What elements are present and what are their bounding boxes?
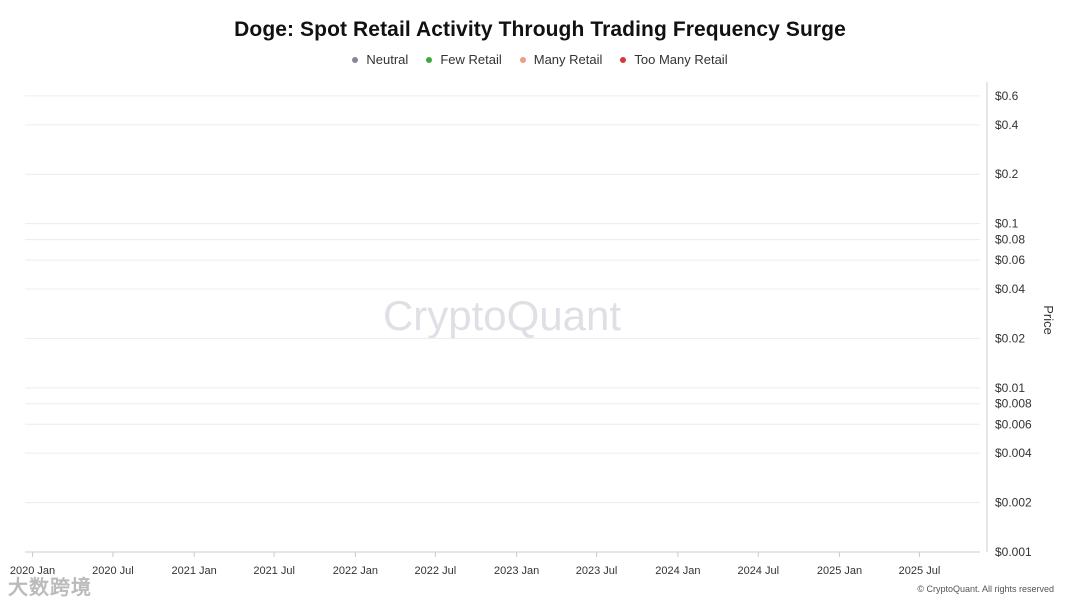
y-tick-label: $0.002 [995, 496, 1032, 510]
y-tick-label: $0.06 [995, 253, 1025, 267]
legend-label-many-retail: Many Retail [533, 52, 603, 67]
x-tick-label: 2021 Jan [172, 565, 217, 577]
y-tick-label: $0.1 [995, 217, 1019, 231]
y-tick-label: $0.008 [995, 397, 1032, 411]
x-tick-label: 2025 Jan [817, 565, 862, 577]
source-watermark: 大数跨境 [8, 577, 92, 599]
y-tick-label: $0.02 [995, 331, 1025, 345]
legend-dot-too-many-retail [620, 56, 627, 63]
y-axis-title: Price [1041, 305, 1056, 335]
x-tick-label: 2022 Jan [333, 565, 378, 577]
y-tick-label: $0.01 [995, 381, 1025, 395]
y-tick-label: $0.08 [995, 233, 1025, 247]
legend: Neutral Few Retail Many Retail Too Many … [0, 52, 1080, 67]
x-tick-label: 2020 Jan [10, 565, 55, 577]
x-tick-label: 2021 Jul [253, 565, 295, 577]
legend-label-few-retail: Few Retail [440, 52, 502, 67]
y-tick-label: $0.4 [995, 118, 1019, 132]
legend-item-many-retail[interactable]: Many Retail [519, 52, 603, 67]
legend-dot-neutral [352, 56, 359, 63]
legend-dot-many-retail [519, 56, 526, 63]
y-tick-label: $0.001 [995, 545, 1032, 559]
chart-title: Doge: Spot Retail Activity Through Tradi… [234, 18, 846, 41]
x-tick-label: 2023 Jan [494, 565, 539, 577]
copyright: © CryptoQuant. All rights reserved [917, 584, 1054, 594]
x-tick-label: 2022 Jul [415, 565, 457, 577]
legend-item-few-retail[interactable]: Few Retail [426, 52, 502, 67]
x-tick-label: 2024 Jul [737, 565, 779, 577]
legend-label-too-many-retail: Too Many Retail [634, 52, 728, 67]
y-tick-label: $0.6 [995, 89, 1019, 103]
y-tick-label: $0.04 [995, 282, 1025, 296]
x-tick-label: 2020 Jul [92, 565, 134, 577]
x-tick-label: 2023 Jul [576, 565, 618, 577]
y-tick-label: $0.004 [995, 446, 1032, 460]
legend-dot-few-retail [426, 56, 433, 63]
legend-item-neutral[interactable]: Neutral [352, 52, 408, 67]
y-tick-label: $0.2 [995, 167, 1019, 181]
x-tick-label: 2024 Jan [655, 565, 700, 577]
axes: $0.001 $0.002 $0.004 $0.006 $0.008 $0.01 $0.02… [10, 82, 1032, 577]
watermark: CryptoQuant [383, 292, 621, 339]
legend-label-neutral: Neutral [366, 52, 409, 67]
y-tick-label: $0.006 [995, 417, 1032, 431]
x-tick-label: 2025 Jul [899, 565, 941, 577]
legend-item-too-many-retail[interactable]: Too Many Retail [620, 52, 728, 67]
